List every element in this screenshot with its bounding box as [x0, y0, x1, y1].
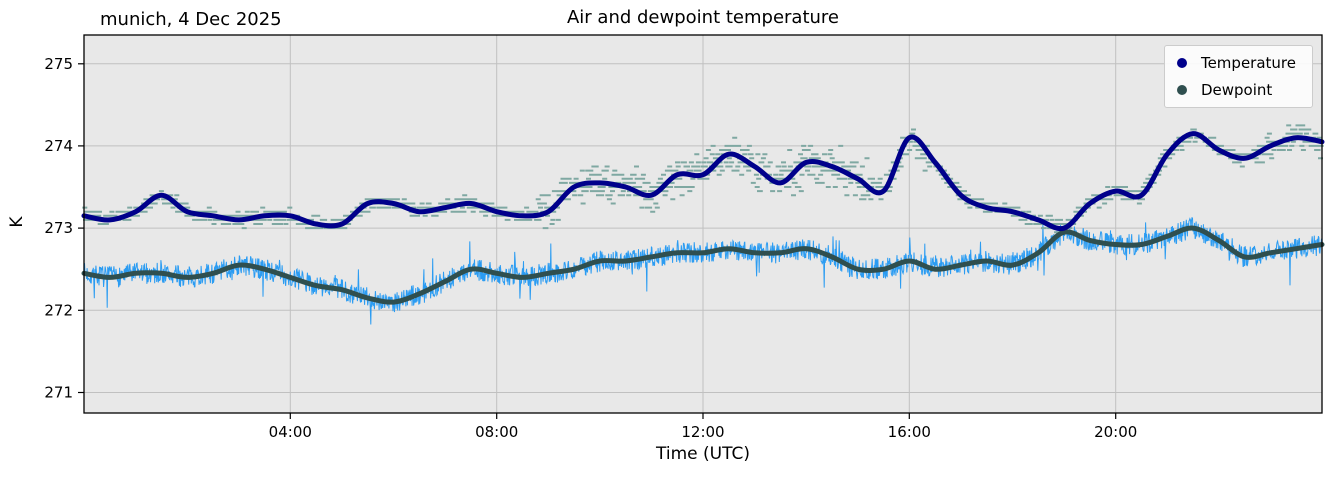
legend-label-temperature: Temperature: [1200, 54, 1296, 72]
temperature-line: [81, 131, 1325, 232]
dewpoint-marker-icon: [1176, 85, 1187, 95]
legend-label-dewpoint: Dewpoint: [1200, 81, 1273, 99]
x-tick-label: 12:00: [681, 423, 724, 441]
x-tick-label: 04:00: [269, 423, 312, 441]
tick-marks: [78, 63, 1117, 419]
y-tick-label: 273: [44, 219, 73, 237]
y-tick-label: 274: [44, 137, 73, 155]
legend-entry-dewpoint: Dewpoint: [1176, 81, 1296, 99]
temperature-marker-icon: [1176, 58, 1187, 68]
chart-annotation: munich, 4 Dec 2025: [100, 9, 282, 30]
x-tick-label: 20:00: [1094, 423, 1137, 441]
legend-entry-temperature: Temperature: [1176, 54, 1296, 72]
x-tick-label: 08:00: [475, 423, 518, 441]
x-axis-label: Time (UTC): [656, 444, 750, 464]
dewpoint-line: [81, 225, 1325, 305]
legend: Temperature Dewpoint: [1163, 45, 1313, 108]
chart-title: Air and dewpoint temperature: [566, 7, 839, 28]
y-tick-label: 271: [44, 384, 73, 402]
y-tick-label: 275: [44, 55, 73, 73]
y-tick-label: 272: [44, 301, 73, 319]
grid: [84, 35, 1322, 413]
dewpoint-raw-noise: [83, 217, 1322, 325]
x-tick-label: 16:00: [888, 423, 931, 441]
